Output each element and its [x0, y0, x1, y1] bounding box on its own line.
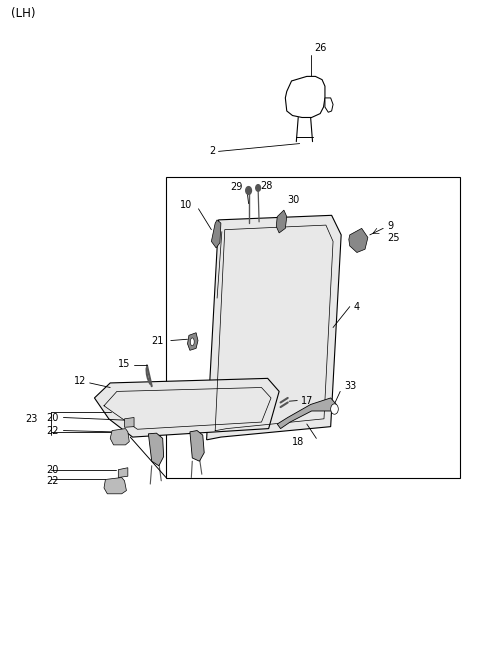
Text: 4: 4 [354, 302, 360, 312]
Polygon shape [188, 333, 198, 350]
Text: (LH): (LH) [11, 7, 36, 20]
Polygon shape [110, 428, 129, 445]
Text: 29: 29 [230, 182, 242, 193]
Text: 22: 22 [46, 426, 59, 436]
Polygon shape [118, 468, 128, 477]
Polygon shape [190, 430, 204, 461]
Polygon shape [349, 229, 368, 252]
Circle shape [331, 404, 338, 414]
Polygon shape [211, 220, 221, 248]
Text: 22: 22 [46, 476, 59, 486]
Text: 20: 20 [46, 464, 59, 475]
Polygon shape [325, 98, 333, 112]
Text: 12: 12 [74, 376, 86, 386]
Text: 2: 2 [209, 147, 215, 157]
Ellipse shape [191, 338, 194, 346]
Bar [166, 178, 459, 477]
Polygon shape [276, 210, 287, 233]
Text: 25: 25 [387, 233, 399, 243]
Polygon shape [104, 477, 126, 494]
Circle shape [256, 185, 261, 191]
Text: 23: 23 [25, 414, 37, 424]
Text: 18: 18 [292, 437, 304, 447]
Text: 17: 17 [301, 396, 313, 405]
Text: 21: 21 [151, 335, 164, 346]
Polygon shape [277, 398, 336, 428]
Text: 33: 33 [344, 381, 356, 391]
Polygon shape [206, 215, 341, 440]
Text: 9: 9 [387, 221, 393, 231]
Text: 26: 26 [314, 43, 327, 53]
Polygon shape [148, 433, 164, 466]
Text: 15: 15 [118, 359, 130, 369]
Circle shape [246, 187, 252, 195]
Text: 30: 30 [288, 195, 300, 205]
Text: 20: 20 [46, 413, 59, 422]
Polygon shape [285, 77, 325, 117]
Text: 28: 28 [261, 181, 273, 191]
Text: 10: 10 [180, 200, 192, 210]
Polygon shape [95, 379, 279, 437]
Polygon shape [124, 417, 134, 427]
